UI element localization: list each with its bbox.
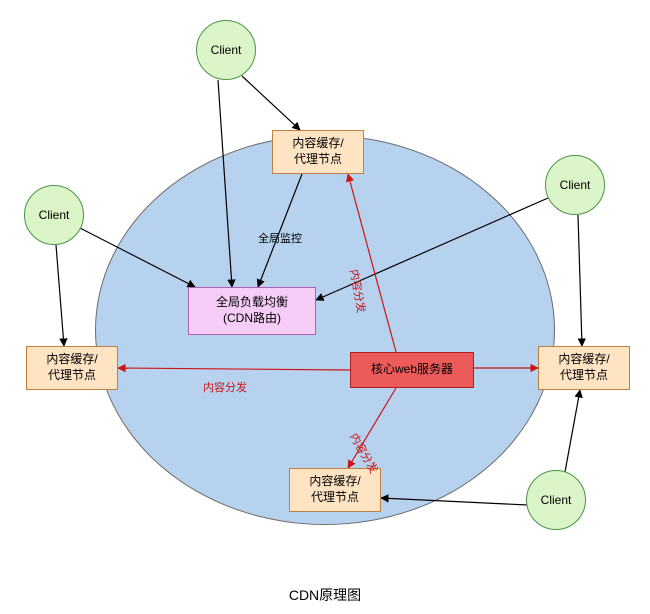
gslb-node: 全局负载均衡 (CDN路由): [188, 287, 316, 335]
client-node-2: Client: [545, 155, 605, 215]
client-node-3: Client: [24, 185, 84, 245]
cache-label: 内容缓存/ 代理节点: [309, 474, 360, 505]
client-label: Client: [39, 208, 70, 222]
edge-label-monitor: 全局监控: [258, 230, 302, 246]
gslb-label: 全局负载均衡 (CDN路由): [216, 295, 288, 326]
diagram-canvas: Client Client Client Client 内容缓存/ 代理节点 内…: [0, 0, 650, 614]
cdn-region-ellipse: [95, 135, 555, 525]
client-node-4: Client: [526, 470, 586, 530]
client-label: Client: [211, 43, 242, 57]
client-label: Client: [541, 493, 572, 507]
cache-node-left: 内容缓存/ 代理节点: [26, 346, 118, 390]
edge-label-dist-left: 内容分发: [203, 379, 247, 395]
client-node-1: Client: [196, 20, 256, 80]
cache-label: 内容缓存/ 代理节点: [558, 352, 609, 383]
cache-node-top: 内容缓存/ 代理节点: [272, 130, 364, 174]
cache-label: 内容缓存/ 代理节点: [292, 136, 343, 167]
origin-label: 核心web服务器: [371, 362, 453, 378]
client-label: Client: [560, 178, 591, 192]
cache-label: 内容缓存/ 代理节点: [46, 352, 97, 383]
diagram-title: CDN原理图: [0, 585, 650, 605]
cache-node-right: 内容缓存/ 代理节点: [538, 346, 630, 390]
origin-server-node: 核心web服务器: [350, 352, 474, 388]
